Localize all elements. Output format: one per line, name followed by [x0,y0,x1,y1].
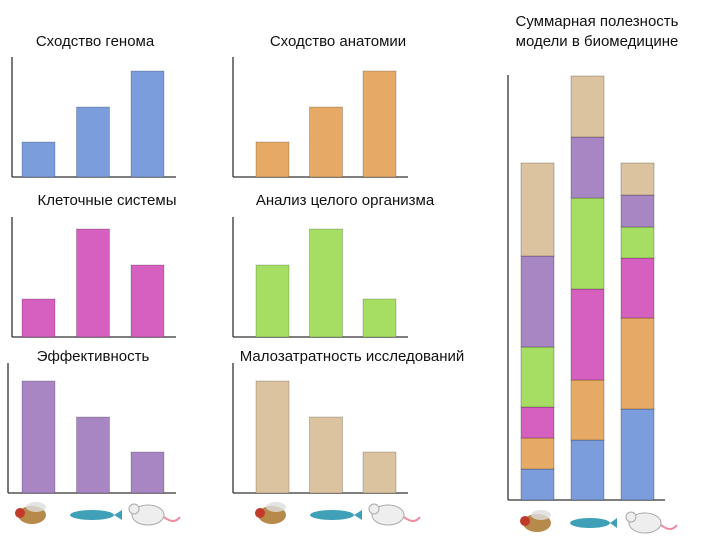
stacked-segment [520,437,555,470]
animal-icons [15,502,678,534]
bar [21,141,56,178]
bar [76,416,110,494]
stacked-segment [520,255,555,348]
bar [255,264,290,338]
bar [362,451,397,494]
stacked-segment [520,162,555,257]
chart-title: Сходство генома [36,33,155,50]
bar [309,416,343,494]
stacked-segment [520,346,555,408]
stacked-segment [570,379,605,441]
stacked-segment [620,194,655,228]
chart-title: Эффективность [37,348,150,365]
bar [21,298,56,338]
chart-title: Анализ целого организма [256,192,435,209]
stacked-segment [620,162,655,196]
stacked-segment [570,288,605,381]
stacked-segment [620,408,655,501]
bar [76,228,110,338]
stacked-segment [570,439,605,501]
bar [309,228,343,338]
chart-title: Сходство анатомии [270,33,406,50]
stacked-segment [570,75,605,138]
bar [130,264,165,338]
chart-title: Малозатратность исследований [240,348,465,365]
bar [130,451,165,494]
bar [130,70,165,178]
bar [255,141,290,178]
bar [362,70,397,178]
stacked-segment [620,317,655,410]
chart-title: Клеточные системы [38,192,177,209]
bar [76,106,110,178]
icons-col2 [255,502,421,526]
stacked-segment [520,468,555,501]
stacked-segment [570,197,605,290]
bar [309,106,343,178]
bar [255,380,290,494]
stacked-segment [620,226,655,259]
bar [362,298,397,338]
bar [21,380,56,494]
chart-title-box: Суммарная полезность модели в биомедицин… [515,13,679,50]
stacked-segment [620,257,655,319]
icons-col3 [520,510,678,534]
icons-col1 [15,502,181,526]
stacked-segment [520,406,555,439]
stacked-segment [570,136,605,199]
chart-title: Суммарная полезность модели в биомедицин… [515,13,679,50]
